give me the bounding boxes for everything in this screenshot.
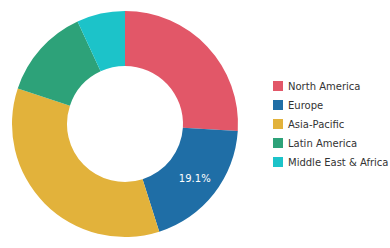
svg-text:Asia-Pacific: Asia-Pacific xyxy=(288,119,344,130)
svg-text:Latin America: Latin America xyxy=(288,138,357,149)
svg-text:Middle East & Africa: Middle East & Africa xyxy=(288,157,388,168)
svg-text:19.1%: 19.1% xyxy=(179,173,211,184)
svg-text:North America: North America xyxy=(288,81,360,92)
svg-text:Europe: Europe xyxy=(288,100,323,111)
